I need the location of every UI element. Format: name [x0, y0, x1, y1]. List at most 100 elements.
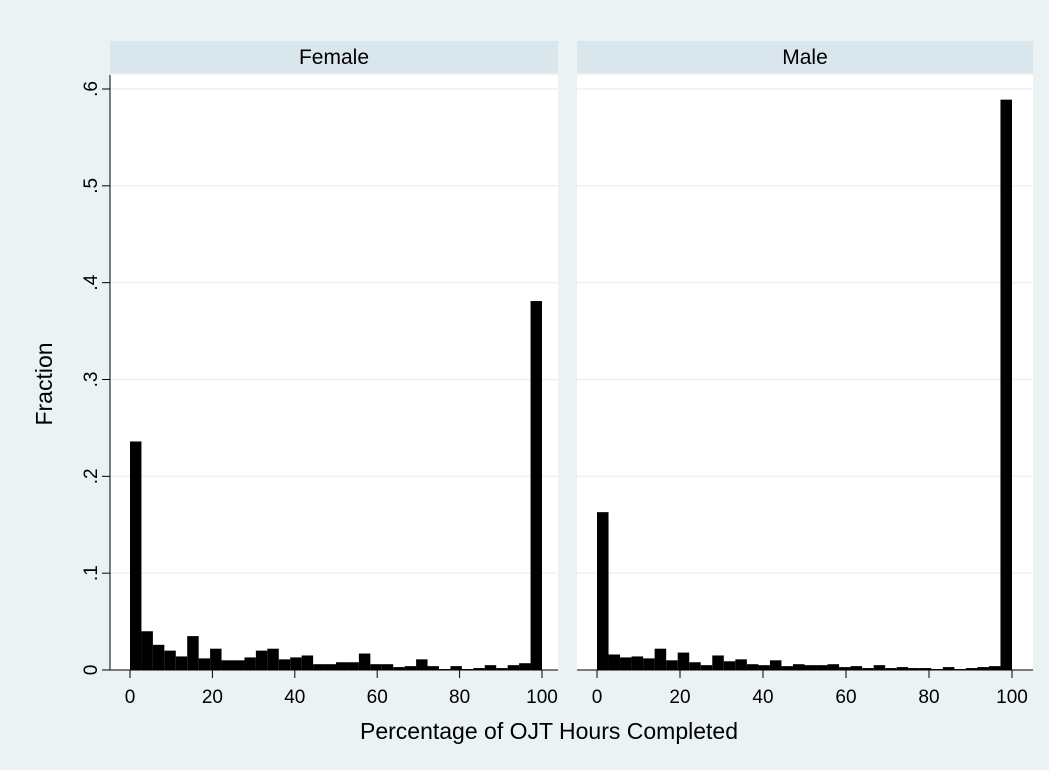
- bar-female-9: [233, 660, 245, 670]
- bar-female-32: [496, 668, 508, 670]
- x-tick-label-female-5: 100: [526, 687, 558, 708]
- bar-male-24: [873, 665, 886, 670]
- y-tick-label-3: .3: [81, 372, 102, 388]
- bar-male-18: [804, 665, 817, 670]
- bar-female-7: [210, 648, 222, 670]
- bar-male-25: [885, 668, 897, 670]
- y-axis-label: Fraction: [31, 342, 57, 425]
- bar-male-28: [919, 668, 932, 670]
- bar-male-27: [908, 668, 920, 670]
- y-ticks: 0 .1 .2 .3 .4 .5 .6: [81, 81, 110, 675]
- plot-area-female: [110, 75, 558, 670]
- bar-female-10: [244, 657, 256, 670]
- bar-female-3: [164, 650, 176, 670]
- bar-female-8: [221, 660, 233, 670]
- y-tick-label-0: 0: [81, 665, 102, 676]
- bar-female-35: [530, 301, 542, 670]
- x-tick-label-female-3: 60: [367, 687, 388, 708]
- bar-female-25: [416, 659, 428, 670]
- bar-female-16: [313, 664, 325, 670]
- panel-male: Male 0 20 40 60 80 100: [577, 41, 1033, 708]
- bar-male-26: [896, 667, 909, 670]
- axis-female: 0 20 40 60 80 100: [110, 669, 558, 708]
- x-tick-label-male-5: 100: [996, 687, 1028, 708]
- bar-male-33: [977, 667, 989, 670]
- bar-male-12: [735, 659, 747, 670]
- bar-male-35: [1000, 99, 1012, 670]
- axis-male: 0 20 40 60 80 100: [577, 669, 1033, 708]
- bar-female-15: [301, 655, 314, 670]
- panel-female: Female 0 20 40 60 80 100: [110, 41, 558, 708]
- x-axis-label: Percentage of OJT Hours Completed: [360, 718, 738, 744]
- bar-female-26: [427, 666, 439, 670]
- bar-female-20: [358, 653, 371, 670]
- bar-male-4: [643, 658, 655, 670]
- bar-male-9: [700, 665, 713, 670]
- bar-male-11: [723, 661, 736, 670]
- bars-female: [130, 301, 542, 670]
- gridlines-male: [577, 88, 1033, 574]
- plot-area-male: [577, 75, 1033, 670]
- x-tick-label-male-4: 80: [918, 687, 939, 708]
- bar-male-3: [631, 656, 644, 670]
- y-tick-label-6: .6: [81, 81, 102, 97]
- x-tick-label-female-4: 80: [449, 687, 470, 708]
- bar-female-13: [278, 659, 291, 670]
- bar-female-1: [141, 631, 153, 670]
- bar-female-4: [175, 656, 188, 670]
- bar-male-13: [746, 664, 759, 670]
- bar-male-20: [827, 664, 840, 670]
- x-tick-label-male-3: 60: [835, 687, 856, 708]
- bar-male-10: [712, 655, 724, 670]
- bar-male-5: [654, 648, 667, 670]
- y-tick-label-4: .4: [81, 274, 102, 290]
- bar-male-15: [769, 660, 782, 670]
- bar-female-11: [255, 650, 268, 670]
- bar-female-14: [290, 657, 302, 670]
- strip-label-male: Male: [782, 46, 828, 69]
- bar-female-28: [450, 666, 462, 670]
- x-tick-label-male-2: 40: [752, 687, 773, 708]
- bar-male-22: [850, 666, 863, 670]
- bar-female-21: [370, 664, 382, 670]
- bar-female-0: [130, 441, 142, 670]
- bar-male-2: [620, 657, 632, 670]
- bar-male-19: [816, 665, 828, 670]
- bar-female-24: [404, 666, 417, 670]
- bar-male-16: [781, 666, 793, 670]
- bar-male-32: [965, 668, 978, 670]
- y-tick-label-5: .5: [81, 178, 102, 194]
- strip-female: [110, 41, 558, 73]
- bar-male-30: [942, 667, 955, 670]
- bar-female-34: [519, 663, 531, 670]
- bar-female-30: [473, 668, 485, 670]
- bar-female-31: [484, 665, 497, 670]
- bar-male-1: [608, 654, 621, 670]
- x-tick-label-male-1: 20: [669, 687, 690, 708]
- bar-male-0: [597, 512, 609, 670]
- bar-male-23: [862, 668, 874, 670]
- bar-female-22: [381, 664, 394, 670]
- y-tick-label-1: .1: [81, 565, 102, 581]
- x-tick-label-female-2: 40: [284, 687, 305, 708]
- gridlines-female: [110, 88, 558, 574]
- strip-label-female: Female: [299, 46, 369, 69]
- bar-female-5: [187, 636, 199, 670]
- bar-male-17: [792, 664, 805, 670]
- bar-female-23: [393, 667, 405, 670]
- bar-female-17: [324, 664, 336, 670]
- bar-female-12: [267, 648, 279, 670]
- bar-male-21: [839, 667, 851, 670]
- bar-female-33: [507, 665, 520, 670]
- strip-male: [577, 41, 1033, 73]
- bar-female-18: [336, 662, 348, 670]
- x-tick-label-female-0: 0: [125, 687, 136, 708]
- bar-female-6: [198, 658, 211, 670]
- bar-male-7: [677, 652, 690, 670]
- bar-male-6: [666, 660, 678, 670]
- bar-female-2: [152, 644, 165, 670]
- y-axis: 0 .1 .2 .3 .4 .5 .6: [81, 75, 111, 675]
- bar-male-34: [988, 666, 1001, 670]
- bars-male: [597, 99, 1012, 670]
